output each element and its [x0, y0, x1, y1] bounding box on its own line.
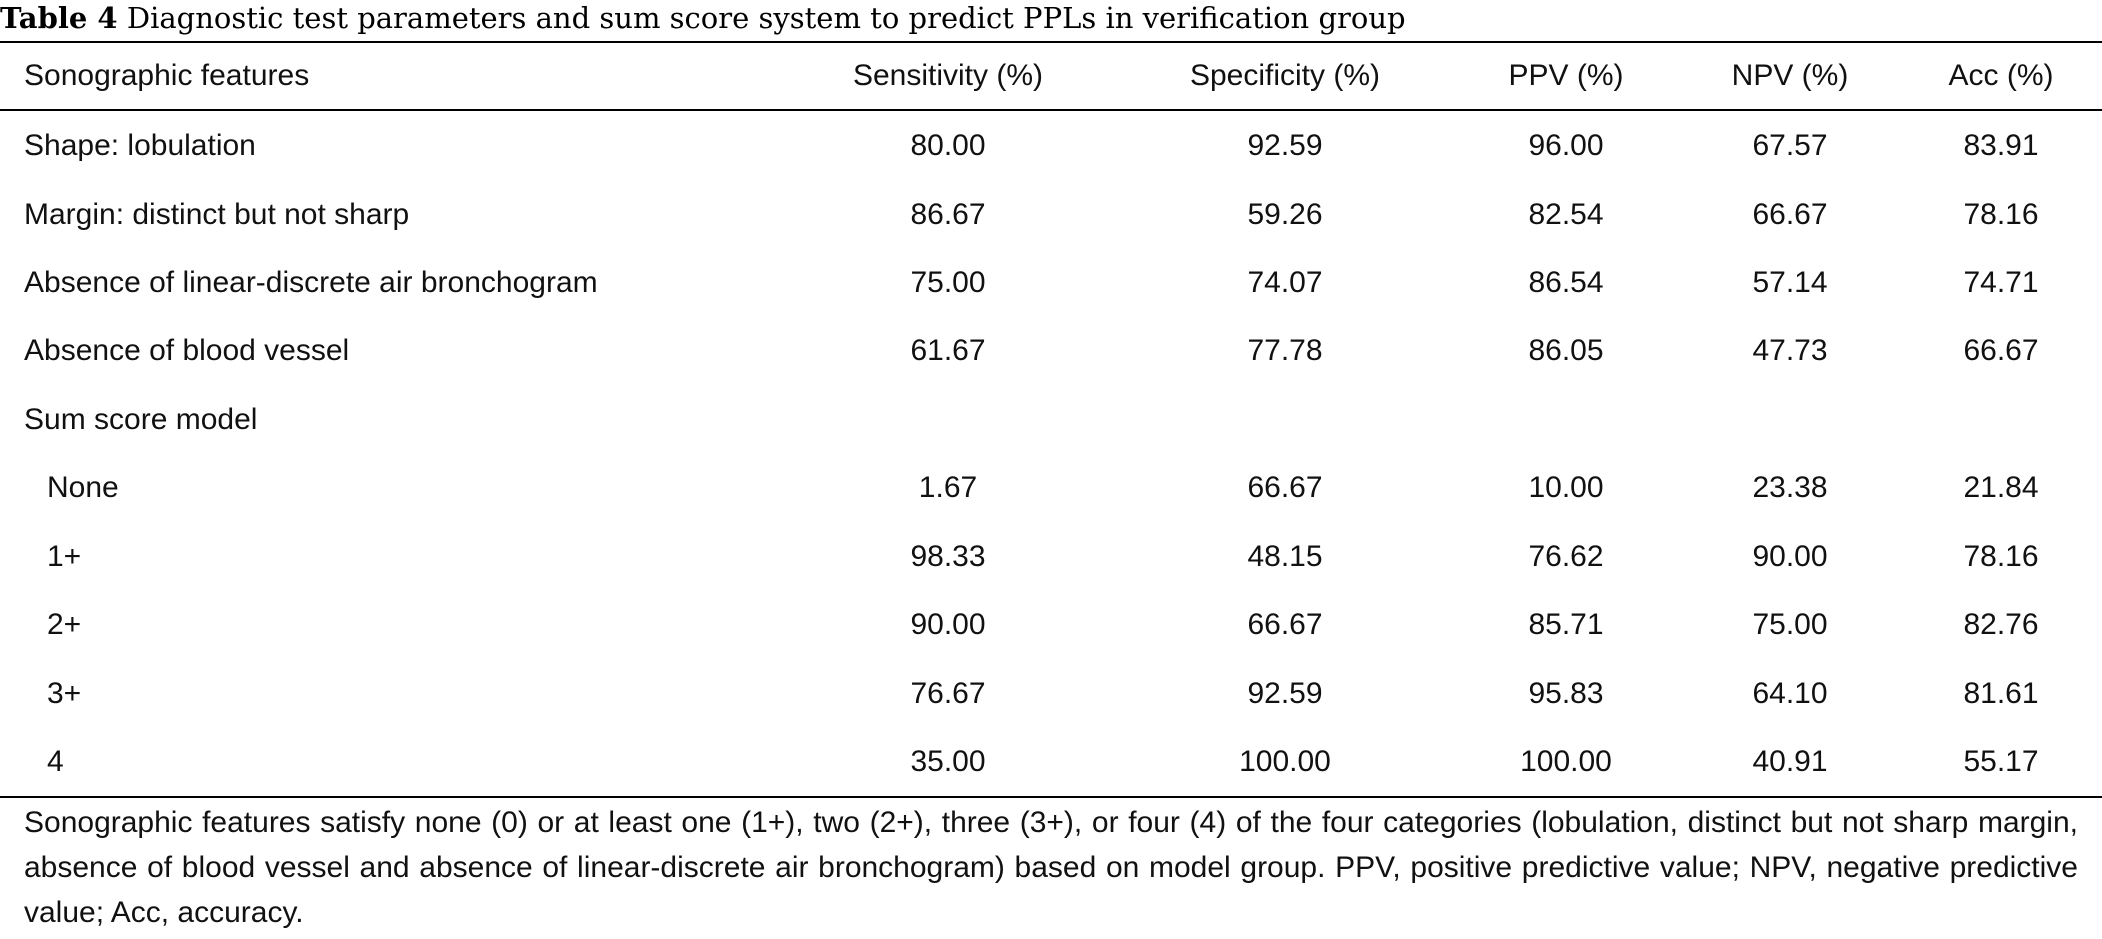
cell-specificity: 48.15 — [1247, 540, 1323, 573]
cell-npv: 64.10 — [1752, 677, 1828, 710]
cell-ppv: 86.54 — [1528, 266, 1604, 299]
cell-sensitivity: 86.67 — [910, 198, 986, 231]
table-row: 1+ 98.33 48.15 76.62 90.00 78.16 — [0, 523, 2102, 591]
row-label: 3+ — [47, 677, 82, 710]
cell-acc: 78.16 — [1963, 540, 2039, 573]
row-label: None — [47, 471, 119, 504]
header-row: Sonographic features Sensitivity (%) Spe… — [0, 42, 2102, 110]
cell-acc: 66.67 — [1963, 334, 2039, 367]
cell-ppv: 85.71 — [1528, 608, 1604, 641]
row-label: Shape: lobulation — [24, 129, 256, 162]
cell-specificity: 66.67 — [1247, 471, 1323, 504]
cell-ppv: 76.62 — [1528, 540, 1604, 573]
cell-npv: 47.73 — [1752, 334, 1828, 367]
cell-ppv: 96.00 — [1528, 129, 1604, 162]
table-footnote: Sonographic features satisfy none (0) or… — [24, 806, 2078, 929]
row-label: Sum score model — [24, 403, 258, 436]
table-row: Absence of linear-discrete air bronchogr… — [0, 249, 2102, 317]
row-label: 1+ — [47, 540, 82, 573]
table-row: 3+ 76.67 92.59 95.83 64.10 81.61 — [0, 660, 2102, 728]
cell-acc: 74.71 — [1963, 266, 2039, 299]
cell-ppv: 100.00 — [1520, 745, 1612, 778]
column-header-acc: Acc (%) — [1948, 59, 2054, 92]
table-row: Shape: lobulation 80.00 92.59 96.00 67.5… — [0, 112, 2102, 180]
cell-sensitivity: 75.00 — [910, 266, 986, 299]
row-label: Absence of linear-discrete air bronchogr… — [24, 266, 598, 299]
cell-acc: 81.61 — [1963, 677, 2039, 710]
column-header-specificity: Specificity (%) — [1189, 59, 1381, 92]
cell-sensitivity: 90.00 — [910, 608, 986, 641]
cell-sensitivity — [818, 386, 1078, 454]
cell-sensitivity: 76.67 — [910, 677, 986, 710]
caption-label: Table 4 — [0, 1, 118, 35]
table-row: 2+ 90.00 66.67 85.71 75.00 82.76 — [0, 591, 2102, 659]
cell-acc — [1871, 386, 2102, 454]
cell-sensitivity: 80.00 — [910, 129, 986, 162]
table-row: None 1.67 66.67 10.00 23.38 21.84 — [0, 454, 2102, 522]
cell-specificity: 92.59 — [1247, 677, 1323, 710]
table-row: Absence of blood vessel 61.67 77.78 86.0… — [0, 317, 2102, 385]
cell-specificity: 100.00 — [1239, 745, 1331, 778]
cell-sensitivity: 35.00 — [910, 745, 986, 778]
cell-acc: 78.16 — [1963, 198, 2039, 231]
cell-ppv: 95.83 — [1528, 677, 1604, 710]
cell-ppv: 82.54 — [1528, 198, 1604, 231]
column-header-npv: NPV (%) — [1731, 59, 1849, 92]
cell-npv: 67.57 — [1752, 129, 1828, 162]
cell-sensitivity: 1.67 — [918, 471, 978, 504]
cell-specificity: 66.67 — [1247, 608, 1323, 641]
cell-npv: 23.38 — [1752, 471, 1828, 504]
column-header-sensitivity: Sensitivity (%) — [852, 59, 1044, 92]
cell-npv: 90.00 — [1752, 540, 1828, 573]
header-rule — [0, 109, 2102, 111]
cell-specificity — [1155, 386, 1415, 454]
bottom-rule — [0, 796, 2102, 798]
cell-sensitivity: 98.33 — [910, 540, 986, 573]
cell-npv: 66.67 — [1752, 198, 1828, 231]
top-rule — [0, 41, 2102, 43]
cell-acc: 21.84 — [1963, 471, 2039, 504]
table-row: 4 35.00 100.00 100.00 40.91 55.17 — [0, 728, 2102, 796]
cell-ppv: 86.05 — [1528, 334, 1604, 367]
cell-specificity: 77.78 — [1247, 334, 1323, 367]
cell-acc: 82.76 — [1963, 608, 2039, 641]
row-label: 2+ — [47, 608, 82, 641]
column-header-features: Sonographic features — [24, 59, 310, 92]
cell-specificity: 92.59 — [1247, 129, 1323, 162]
row-label: Absence of blood vessel — [24, 334, 350, 367]
row-label: 4 — [47, 745, 64, 778]
cell-ppv — [1436, 386, 1696, 454]
table-row-group-header: Sum score model — [0, 386, 2102, 454]
cell-acc: 83.91 — [1963, 129, 2039, 162]
column-header-ppv: PPV (%) — [1508, 59, 1624, 92]
cell-npv: 75.00 — [1752, 608, 1828, 641]
cell-npv: 57.14 — [1752, 266, 1828, 299]
caption-text: Diagnostic test parameters and sum score… — [126, 1, 1406, 35]
cell-ppv: 10.00 — [1528, 471, 1604, 504]
row-label: Margin: distinct but not sharp — [24, 198, 410, 231]
cell-acc: 55.17 — [1963, 745, 2039, 778]
table-caption: Table 4 Diagnostic test parameters and s… — [0, 0, 2102, 40]
table-row: Margin: distinct but not sharp 86.67 59.… — [0, 181, 2102, 249]
cell-specificity: 59.26 — [1247, 198, 1323, 231]
cell-sensitivity: 61.67 — [910, 334, 986, 367]
cell-specificity: 74.07 — [1247, 266, 1323, 299]
cell-npv: 40.91 — [1752, 745, 1828, 778]
